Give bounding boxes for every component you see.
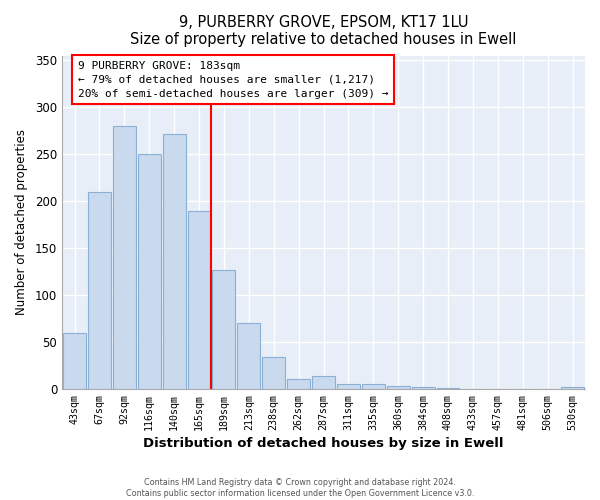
- Bar: [88, 192, 111, 389]
- Bar: [238, 324, 260, 389]
- Bar: [561, 388, 584, 389]
- Bar: [362, 384, 385, 389]
- Y-axis label: Number of detached properties: Number of detached properties: [15, 130, 28, 316]
- Title: 9, PURBERRY GROVE, EPSOM, KT17 1LU
Size of property relative to detached houses : 9, PURBERRY GROVE, EPSOM, KT17 1LU Size …: [130, 15, 517, 48]
- Bar: [262, 357, 285, 389]
- X-axis label: Distribution of detached houses by size in Ewell: Distribution of detached houses by size …: [143, 437, 504, 450]
- Bar: [287, 379, 310, 389]
- Bar: [212, 270, 235, 389]
- Bar: [437, 388, 460, 389]
- Bar: [412, 388, 434, 389]
- Bar: [113, 126, 136, 389]
- Text: 9 PURBERRY GROVE: 183sqm
← 79% of detached houses are smaller (1,217)
20% of sem: 9 PURBERRY GROVE: 183sqm ← 79% of detach…: [78, 60, 388, 98]
- Bar: [163, 134, 185, 389]
- Bar: [312, 376, 335, 389]
- Bar: [63, 333, 86, 389]
- Bar: [188, 210, 211, 389]
- Text: Contains HM Land Registry data © Crown copyright and database right 2024.
Contai: Contains HM Land Registry data © Crown c…: [126, 478, 474, 498]
- Bar: [138, 154, 161, 389]
- Bar: [387, 386, 410, 389]
- Bar: [337, 384, 360, 389]
